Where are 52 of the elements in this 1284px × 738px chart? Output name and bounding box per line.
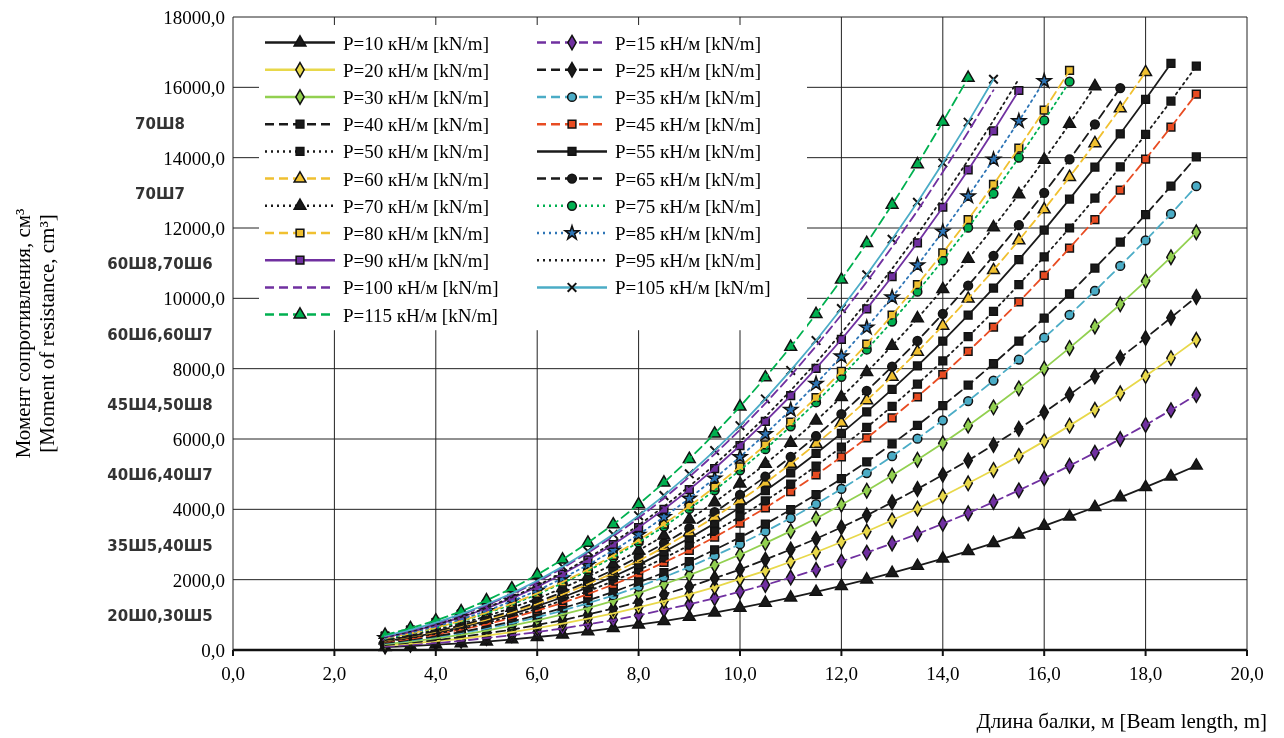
y-tick-label: 18000,0	[163, 7, 225, 28]
text: 40Ш6,40Ш7	[107, 466, 213, 485]
legend-label: P=90 кН/м [kN/m]	[343, 250, 489, 272]
legend-label: P=75 кН/м [kN/m]	[615, 195, 761, 217]
legend-label: P=20 кН/м [kN/m]	[343, 59, 489, 81]
text: 35Ш5,40Ш5	[107, 536, 213, 555]
x-tick-label: 10,0	[723, 663, 757, 684]
x-tick-label: 6,0	[525, 663, 550, 684]
y-tick-label: 12000,0	[163, 218, 225, 239]
x-tick-label: 0,0	[221, 663, 245, 684]
x-tick-label: 4,0	[423, 663, 448, 684]
text: 20Ш0,30Ш5	[107, 606, 213, 625]
text: 70Ш8	[135, 114, 185, 133]
y-tick-label: 16000,0	[163, 77, 225, 99]
legend-label: P=65 кН/м [kN/m]	[615, 168, 761, 190]
legend-label: P=40 кН/м [kN/m]	[343, 114, 489, 136]
legend-label: P=115 кН/м [kN/m]	[343, 304, 498, 326]
legend-label: P=85 кН/м [kN/m]	[615, 223, 761, 244]
y-tick-label: 10000,0	[163, 288, 225, 310]
text: 60Ш6,60Ш7	[107, 325, 213, 344]
legend-label: P=70 кН/м [kN/m]	[343, 195, 489, 217]
x-tick-label: 18,0	[1128, 663, 1163, 684]
text: 70Ш7	[135, 184, 185, 203]
x-tick-label: 12,0	[824, 663, 859, 684]
legend-label: P=45 кН/м [kN/m]	[615, 114, 761, 136]
y-tick-label: 0,0	[201, 640, 225, 661]
legend-label: P=60 кН/м [kN/m]	[343, 168, 489, 190]
y-tick-label: 4000,0	[172, 499, 225, 521]
legend-label: P=105 кН/м [kN/m]	[615, 277, 771, 299]
x-tick-label: 8,0	[626, 663, 651, 684]
y-tick-label: 14000,0	[163, 147, 225, 169]
legend-label: P=30 кН/м [kN/m]	[343, 87, 489, 108]
x-tick-label: 14,0	[926, 663, 960, 684]
text: 45Ш4,50Ш8	[107, 395, 213, 414]
legend-label: P=35 кН/м [kN/m]	[615, 87, 761, 108]
x-tick-label: 20,0	[1230, 663, 1264, 684]
legend-label: P=80 кН/м [kN/m]	[343, 223, 489, 244]
y-axis-title: Момент сопротивления, см³ [Moment of resistance, cm³]	[11, 208, 59, 459]
y-tick-label: 2000,0	[172, 569, 225, 591]
legend-label: P=100 кН/м [kN/m]	[343, 277, 499, 299]
text: 60Ш8,70Ш6	[107, 255, 213, 274]
x-tick-label: 16,0	[1027, 663, 1061, 684]
legend-label: P=50 кН/м [kN/m]	[343, 141, 489, 163]
y-tick-label: 6000,0	[172, 429, 225, 450]
legend-label: P=95 кН/м [kN/m]	[615, 250, 761, 272]
legend-label: P=15 кН/м [kN/m]	[615, 32, 761, 54]
y-tick-label: 8000,0	[172, 358, 225, 380]
x-tick-label: 2,0	[322, 663, 347, 684]
legend-label: P=55 кН/м [kN/m]	[615, 141, 761, 163]
legend-label: P=25 кН/м [kN/m]	[615, 59, 761, 81]
legend-label: P=10 кН/м [kN/m]	[343, 32, 489, 54]
x-axis-title: Длина балки, м [Beam length, m]	[976, 709, 1267, 733]
